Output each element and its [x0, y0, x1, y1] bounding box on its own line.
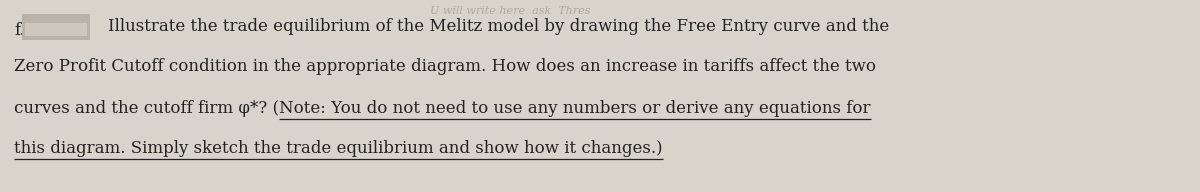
Bar [25, 23, 88, 36]
Bar [22, 14, 90, 40]
Text: U will write here  ask  Thres: U will write here ask Thres [430, 6, 590, 16]
Text: this diagram. Simply sketch the trade equilibrium and show how it changes.): this diagram. Simply sketch the trade eq… [14, 140, 662, 157]
Text: curves and the cutoff firm φ*? (: curves and the cutoff firm φ*? ( [14, 100, 278, 117]
Text: Zero Profit Cutoff condition in the appropriate diagram. How does an increase in: Zero Profit Cutoff condition in the appr… [14, 58, 876, 75]
Text: Note: You do not need to use any numbers or derive any equations for: Note: You do not need to use any numbers… [278, 100, 870, 117]
Text: Illustrate the trade equilibrium of the Melitz model by drawing the Free Entry c: Illustrate the trade equilibrium of the … [108, 18, 889, 35]
Text: f.: f. [14, 22, 25, 39]
